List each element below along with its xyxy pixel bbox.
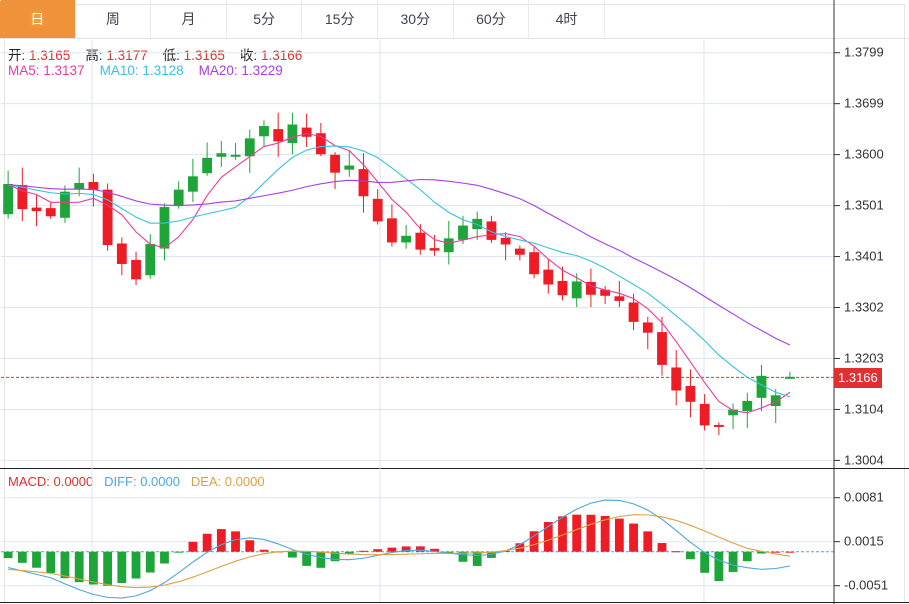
- svg-text:-0.0051: -0.0051: [844, 578, 888, 593]
- svg-text:0.0081: 0.0081: [844, 490, 884, 505]
- svg-text:0.0015: 0.0015: [844, 534, 884, 549]
